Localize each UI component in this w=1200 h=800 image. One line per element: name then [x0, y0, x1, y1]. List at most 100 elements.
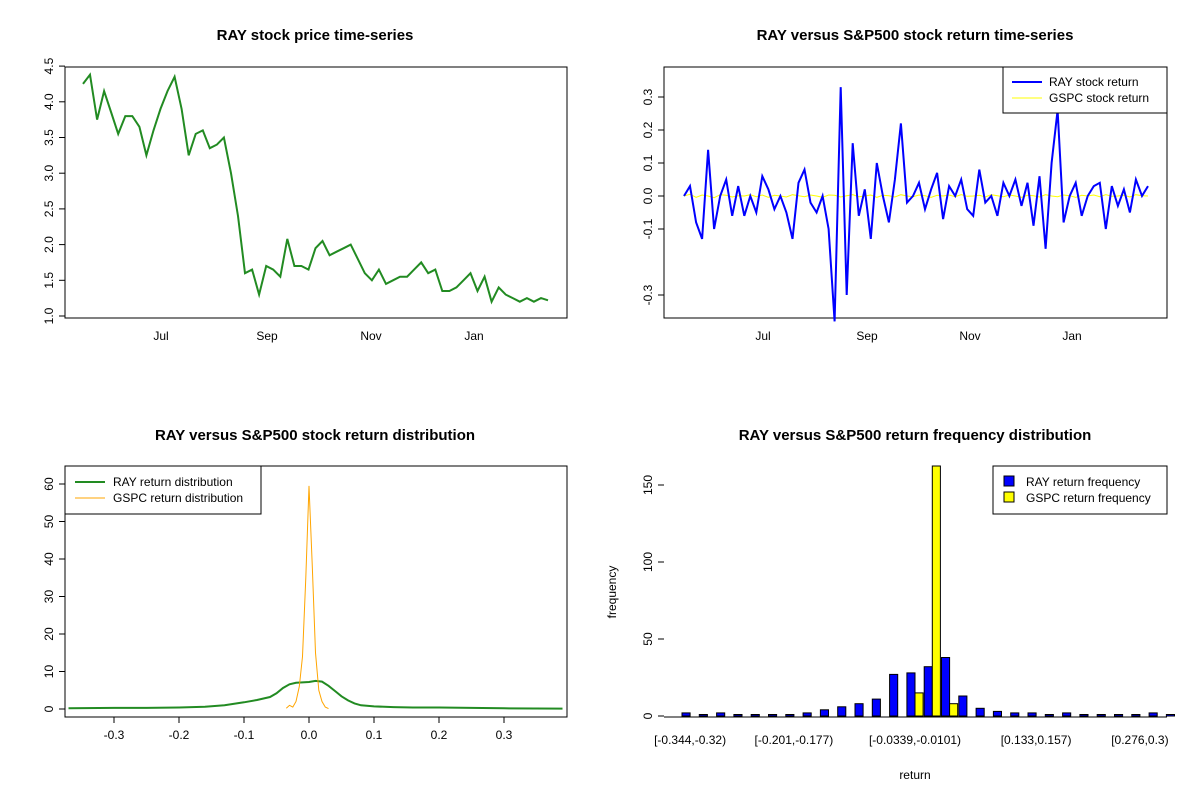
x-axis: Jul Sep Nov Jan: [755, 329, 1081, 343]
y-tick-label: 0.2: [641, 121, 655, 138]
panel-return-distribution: RAY versus S&P500 stock return distribut…: [42, 427, 568, 742]
bar-ray: [975, 707, 985, 717]
legend-label-gspc: GSPC stock return: [1049, 91, 1149, 105]
plot-frame: [663, 66, 1168, 319]
plot-frame: [64, 66, 568, 319]
y-tick-label: 50: [641, 632, 655, 646]
panel-return-frequency: RAY versus S&P500 return frequency distr…: [605, 427, 1176, 782]
legend-box: [64, 465, 262, 515]
x-tick-label: Sep: [856, 329, 878, 343]
y-tick-label: 0.1: [641, 154, 655, 171]
x-tick-label: [0.276,0.3): [1111, 733, 1168, 747]
x-tick-label: 0.0: [301, 728, 318, 742]
y-axis: -0.3 -0.1 0.0 0.1 0.2 0.3: [641, 88, 664, 305]
x-tick-label: Jul: [755, 329, 770, 343]
chart-title: RAY versus S&P500 stock return time-seri…: [757, 27, 1074, 44]
x-tick-label: Jan: [464, 329, 483, 343]
legend-label-ray: RAY return frequency: [1026, 475, 1140, 489]
legend: RAY return frequency GSPC return frequen…: [992, 465, 1168, 515]
bar-ray: [1079, 714, 1089, 717]
ray-return-line: [683, 87, 1149, 322]
y-tick-label: 0: [641, 712, 655, 719]
y-axis: 0 10 20 30 40 50 60: [42, 477, 65, 712]
bar-ray: [1044, 714, 1054, 717]
legend-box: [992, 465, 1168, 515]
y-tick-label: 3.0: [42, 165, 56, 182]
bar-ray: [1148, 712, 1158, 717]
y-axis: 1.0 1.5 2.0 2.5 3.0 3.5 4.0 4.5: [42, 57, 65, 324]
legend-label-ray: RAY return distribution: [113, 475, 233, 489]
x-axis: Jul Sep Nov Jan: [153, 329, 483, 343]
y-tick-label: 30: [42, 590, 56, 604]
chart-title: RAY stock price time-series: [217, 27, 414, 44]
legend-label-gspc: GSPC return distribution: [113, 491, 243, 505]
legend: RAY return distribution GSPC return dist…: [64, 465, 262, 515]
gspc-density-line: [285, 485, 329, 710]
ray-density-line: [68, 679, 563, 710]
y-tick-label: 1.5: [42, 272, 56, 289]
panel-price-timeseries: RAY stock price time-series 1.0 1.5 2.0 2.5…: [42, 27, 568, 343]
x-axis-label: return: [899, 768, 930, 782]
bar-ray: [1010, 712, 1020, 717]
x-tick-label: [-0.201,-0.177): [755, 733, 834, 747]
y-tick-label: -0.3: [641, 284, 655, 305]
bars: [681, 465, 1176, 717]
bar-ray: [1062, 712, 1072, 717]
y-tick-label: 3.5: [42, 129, 56, 146]
x-axis: -0.3 -0.2 -0.1 0.0 0.1 0.2 0.3: [104, 717, 513, 742]
y-tick-label: 150: [641, 475, 655, 495]
y-tick-label: 1.0: [42, 307, 56, 324]
bar-ray: [802, 712, 812, 717]
y-tick-label: 2.5: [42, 200, 56, 217]
bar-gspc: [949, 703, 959, 717]
y-axis: 0 50 100 150: [641, 475, 664, 719]
legend-swatch-gspc: [1003, 491, 1015, 503]
chart-title: RAY versus S&P500 stock return distribut…: [155, 427, 475, 444]
chart-title: RAY versus S&P500 return frequency distr…: [739, 427, 1092, 444]
x-tick-label: Nov: [959, 329, 980, 343]
x-tick-label: -0.2: [169, 728, 190, 742]
price-series-line: [82, 72, 549, 305]
bar-ray: [750, 714, 760, 717]
bar-ray: [681, 712, 691, 717]
y-tick-label: 0.3: [641, 88, 655, 105]
bar-ray: [698, 714, 708, 717]
y-tick-label: 50: [42, 515, 56, 529]
y-tick-label: 4.0: [42, 93, 56, 110]
bar-ray: [768, 714, 778, 717]
y-axis-label: frequency: [605, 566, 619, 619]
legend: RAY stock return GSPC stock return: [1002, 66, 1168, 114]
bar-ray: [941, 657, 951, 717]
bar-ray: [1165, 714, 1176, 717]
x-tick-label: Nov: [360, 329, 381, 343]
plot-frame: [64, 465, 568, 718]
x-tick-label: [-0.344,-0.32): [654, 733, 726, 747]
y-tick-label: 0: [42, 705, 56, 712]
y-tick-label: 60: [42, 477, 56, 491]
bar-gspc: [931, 465, 941, 717]
legend-swatch-ray: [1003, 475, 1015, 487]
x-tick-label: [-0.0339,-0.0101): [869, 733, 961, 747]
y-tick-label: 40: [42, 552, 56, 566]
legend-label-ray: RAY stock return: [1049, 75, 1139, 89]
bar-ray: [1027, 712, 1037, 717]
bar-ray: [871, 698, 881, 717]
bar-ray: [819, 709, 830, 717]
legend-label-gspc: GSPC return frequency: [1026, 491, 1151, 505]
x-tick-label: Jan: [1062, 329, 1081, 343]
x-tick-label: 0.1: [366, 728, 383, 742]
y-tick-label: 100: [641, 552, 655, 572]
y-tick-label: 2.0: [42, 236, 56, 253]
legend-box: [1002, 66, 1168, 114]
x-tick-label: Jul: [153, 329, 168, 343]
bar-ray: [733, 714, 743, 717]
bar-ray: [958, 695, 968, 717]
x-tick-label: -0.1: [234, 728, 255, 742]
x-tick-label: -0.3: [104, 728, 125, 742]
bar-ray: [837, 706, 847, 717]
bar-ray: [854, 703, 864, 717]
bar-ray: [716, 712, 726, 717]
bar-ray: [889, 673, 899, 717]
y-tick-label: 20: [42, 627, 56, 641]
